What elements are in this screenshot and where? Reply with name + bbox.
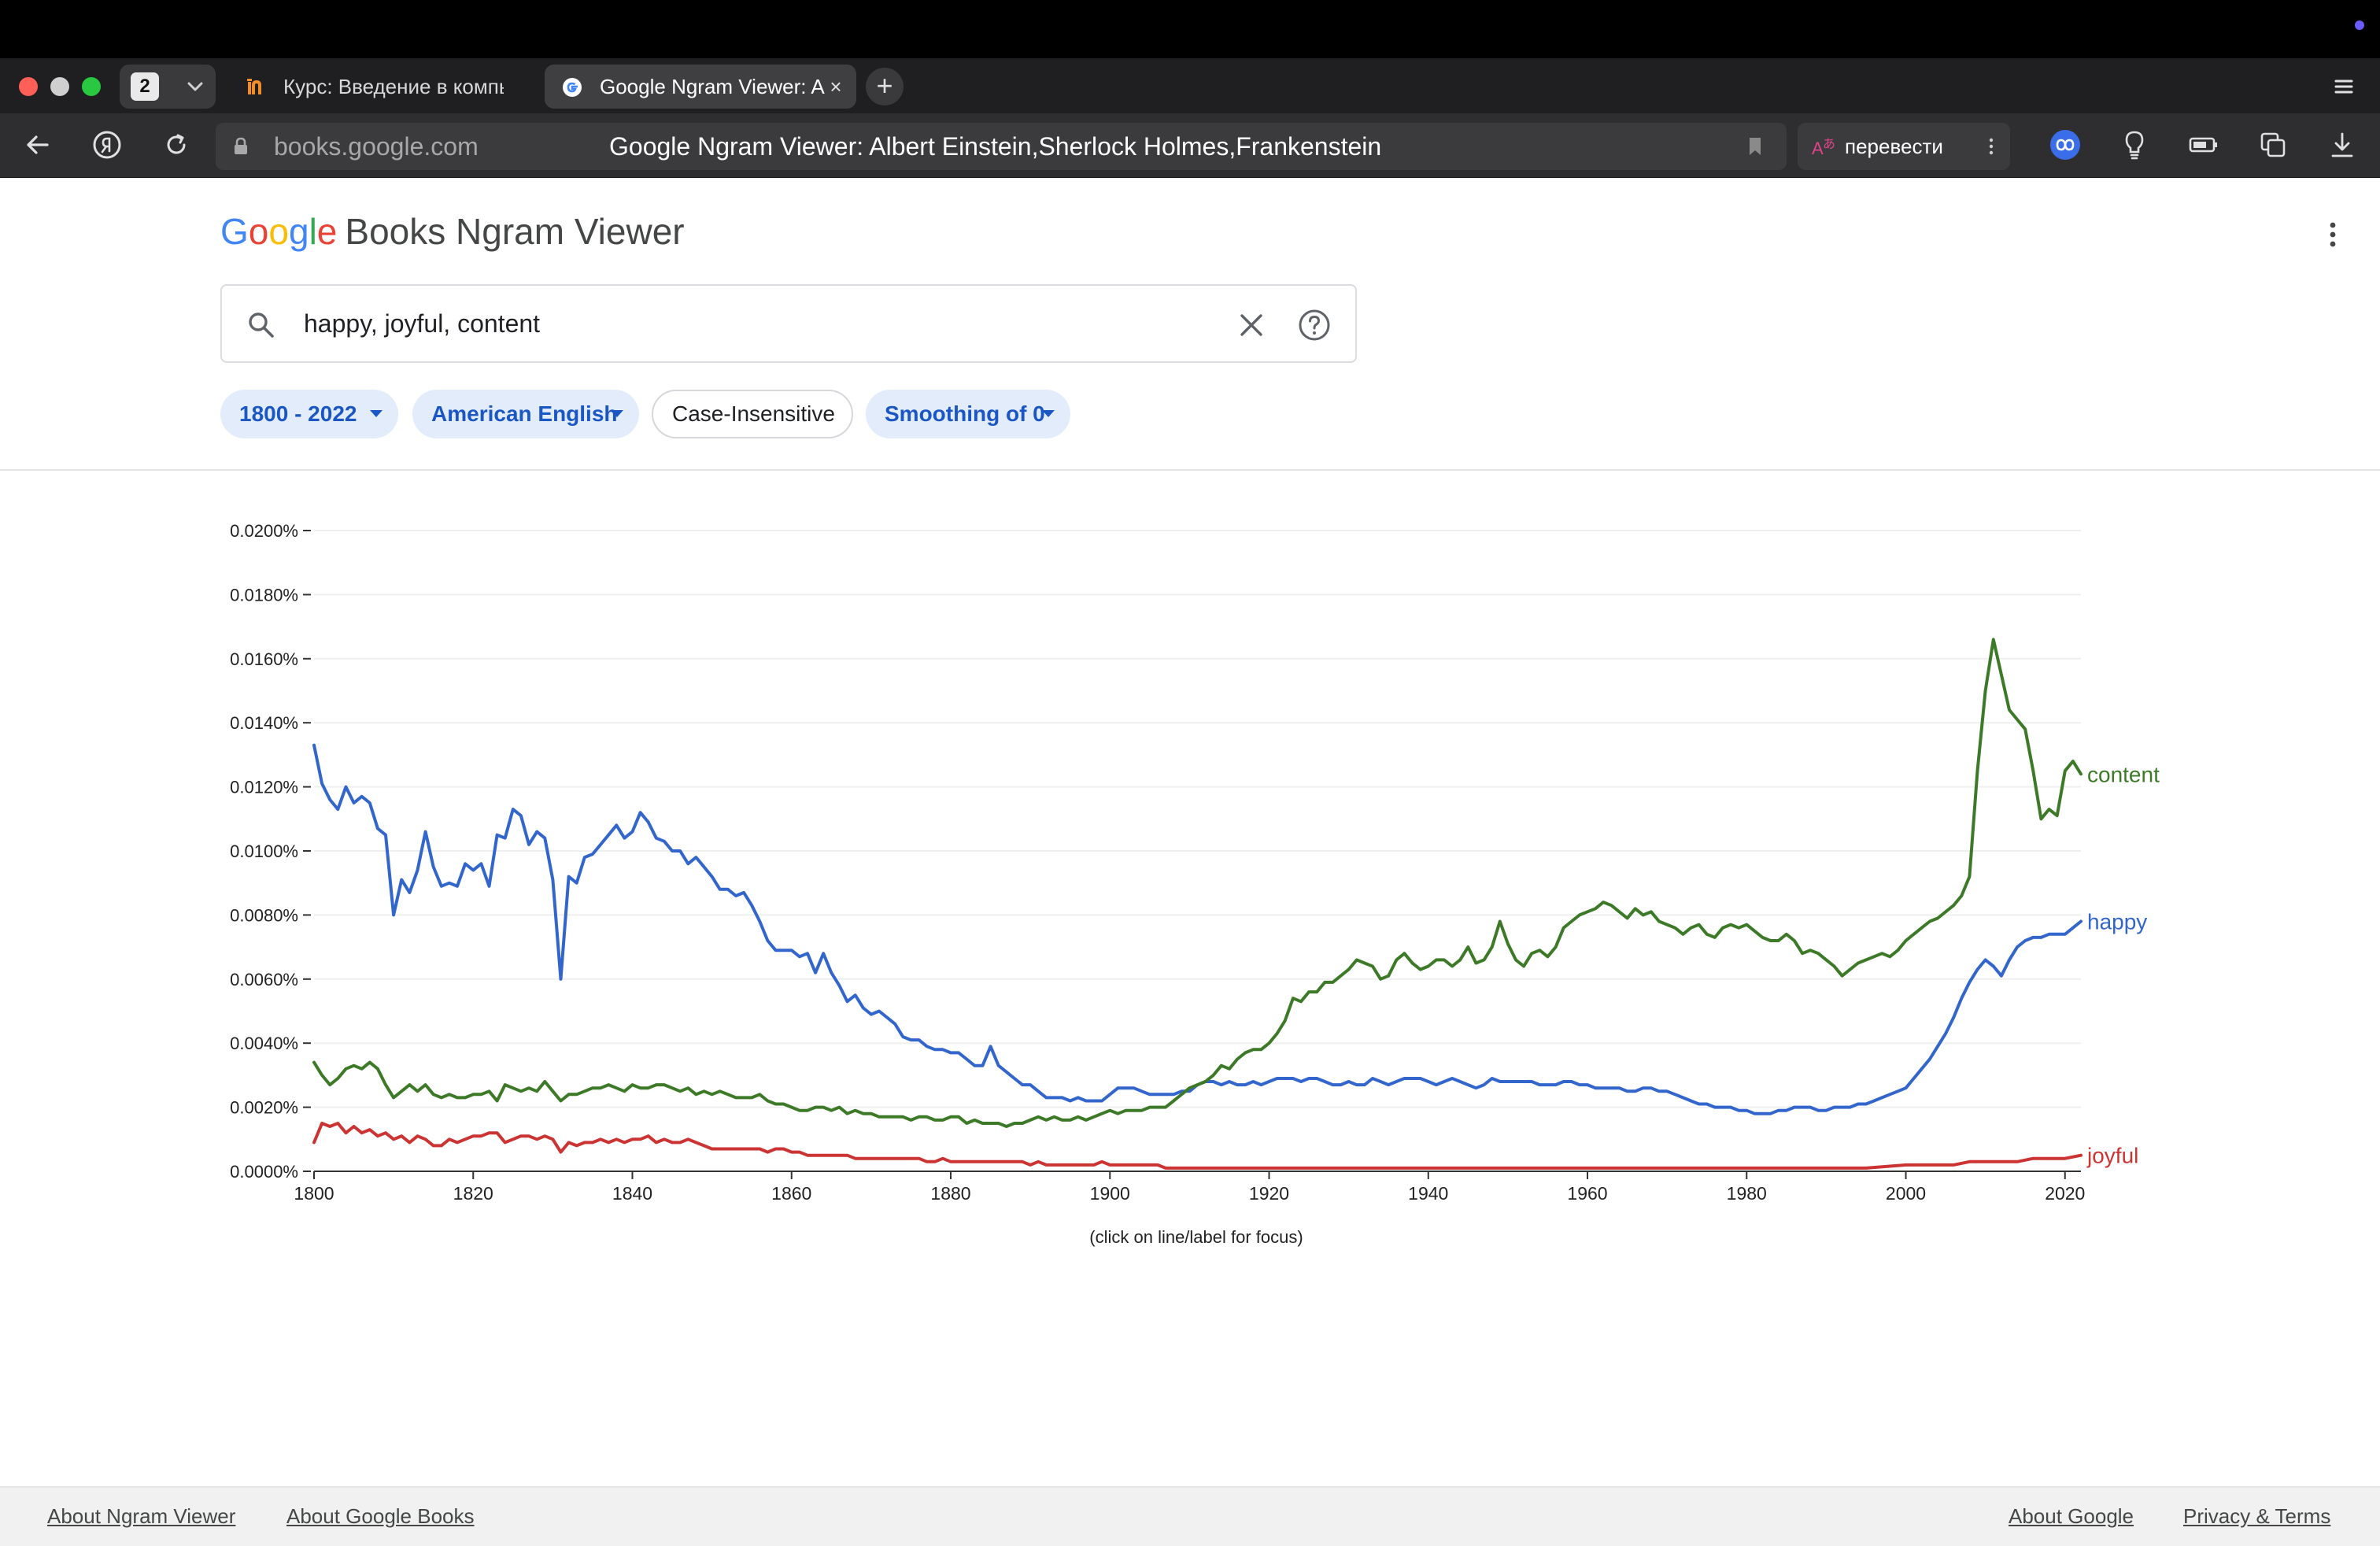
x-tick-label: 1800 [294,1183,334,1204]
chip-label: Case-Insensitive [672,401,835,426]
y-tick-label: 0.0120% [230,778,298,797]
search-input[interactable]: happy, joyful, content [304,309,541,338]
search-box[interactable]: happy, joyful, content [220,284,1357,363]
x-tick-label: 2000 [1886,1183,1926,1204]
series-label-happy[interactable]: happy [2087,910,2147,934]
infinity-extension-icon[interactable] [2048,128,2082,162]
tab-label: Курс: Введение в компьютерные науки [283,75,504,98]
logo-letter: l [309,211,317,252]
y-tick-label: 0.0140% [230,713,298,733]
tab-course[interactable]: Курс: Введение в компьютерные науки [228,65,535,109]
x-tick-label: 1980 [1727,1183,1767,1204]
minimize-window-button[interactable] [50,77,69,96]
series-line-content[interactable] [312,638,2082,1128]
logo-letter: e [316,211,338,252]
privacy-terms-link[interactable]: Privacy & Terms [2183,1504,2331,1528]
yandex-icon[interactable] [90,128,124,162]
chevron-down-icon [187,82,203,91]
y-tick-label: 0.0160% [230,649,298,669]
chip-label: American English [431,401,618,426]
about-google-link[interactable]: About Google [2009,1504,2134,1528]
translate-icon: A あ [1812,137,1835,158]
translate-button[interactable]: A あ перевести [1798,123,2010,170]
x-tick-label: 1880 [930,1183,970,1204]
y-tick-label: 0.0000% [230,1162,298,1182]
course-site-favicon-icon [247,79,261,94]
year-range-chip[interactable]: 1800 - 2022 [220,390,398,438]
x-tick-label: 1900 [1090,1183,1130,1204]
collections-icon[interactable] [2256,128,2290,162]
y-tick-label: 0.0040% [230,1034,298,1053]
hamburger-menu-icon[interactable] [2331,74,2356,99]
header-divider [0,469,2380,471]
maximize-window-button[interactable] [82,77,101,96]
tab-counter-button[interactable]: 2 [120,65,216,109]
series-line-joyful[interactable] [312,1122,2082,1170]
page-title-in-address: Google Ngram Viewer: Albert Einstein,She… [609,132,1382,161]
x-tick-label: 1920 [1249,1183,1289,1204]
svg-text:A: A [1812,139,1824,158]
lock-icon [235,137,247,154]
caret-down-icon [611,410,623,417]
google-favicon-icon [563,78,582,97]
lightbulb-icon[interactable] [2117,128,2152,162]
series-line-happy[interactable] [312,743,2082,1115]
reload-icon[interactable] [159,128,194,162]
more-vertical-icon[interactable] [2322,217,2344,252]
logo-product-name: Books Ngram Viewer [345,211,685,252]
tab-count: 2 [131,72,159,101]
download-icon[interactable] [2325,128,2360,162]
svg-text:あ: あ [1823,137,1835,151]
smoothing-chip[interactable]: Smoothing of 0 [866,390,1070,438]
x-tick-label: 1960 [1567,1183,1607,1204]
y-tick-label: 0.0100% [230,841,298,861]
close-window-button[interactable] [19,77,38,96]
about-ngram-viewer-link[interactable]: About Ngram Viewer [47,1504,236,1528]
tab-ngram[interactable]: Google Ngram Viewer: Albert Einstein × [545,65,856,109]
x-tick-label: 1840 [612,1183,652,1204]
series-label-joyful[interactable]: joyful [2086,1144,2138,1168]
y-tick-label: 0.0180% [230,585,298,605]
clear-icon[interactable] [1236,309,1267,341]
x-tick-label: 1820 [453,1183,493,1204]
corpus-chip[interactable]: American English [412,390,639,438]
caret-down-icon [1042,410,1055,417]
caret-down-icon [370,410,382,417]
back-arrow-icon[interactable] [20,128,55,162]
x-tick-label: 1860 [771,1183,811,1204]
chip-label: Smoothing of 0 [885,401,1045,426]
y-tick-label: 0.0060% [230,970,298,989]
address-bar[interactable]: books.google.com Google Ngram Viewer: Al… [216,123,1787,170]
chart-caption: (click on line/label for focus) [1089,1227,1303,1247]
ngram-chart[interactable]: 0.0000% 0.0020% 0.0040% 0.0060% 0.0080% 0.010… [0,472,2380,1291]
close-tab-icon[interactable]: × [830,75,842,98]
series-label-content[interactable]: content [2087,762,2160,786]
y-tick-label: 0.0020% [230,1098,298,1118]
y-tick-label: 0.0200% [230,521,298,541]
new-tab-button[interactable]: + [866,68,904,105]
url-domain: books.google.com [274,132,479,161]
help-icon[interactable] [1297,308,1332,342]
chip-label: 1800 - 2022 [239,401,357,426]
x-tick-label: 2020 [2045,1183,2085,1204]
tab-label: Google Ngram Viewer: Albert Einstein [600,75,825,98]
translate-label: перевести [1845,135,1943,158]
logo-letter: G [220,211,249,252]
status-dot-icon [2355,20,2364,30]
about-google-books-link[interactable]: About Google Books [286,1504,475,1528]
logo-letter: o [268,211,289,252]
footer: About Ngram Viewer About Google Books Ab… [0,1486,2380,1546]
case-insensitive-chip[interactable]: Case-Insensitive [652,390,853,438]
more-vertical-icon[interactable] [1983,134,1999,159]
logo-letter: o [248,211,269,252]
google-books-ngram-logo[interactable]: Google Books Ngram Viewer [220,209,685,253]
y-tick-label: 0.0080% [230,905,298,925]
bookmark-icon[interactable] [1744,135,1766,157]
search-icon [249,313,274,338]
window-top-bar [0,0,2380,58]
battery-icon[interactable] [2186,128,2221,162]
logo-letter: g [288,211,309,252]
tab-strip [0,58,2380,113]
x-tick-label: 1940 [1408,1183,1448,1204]
